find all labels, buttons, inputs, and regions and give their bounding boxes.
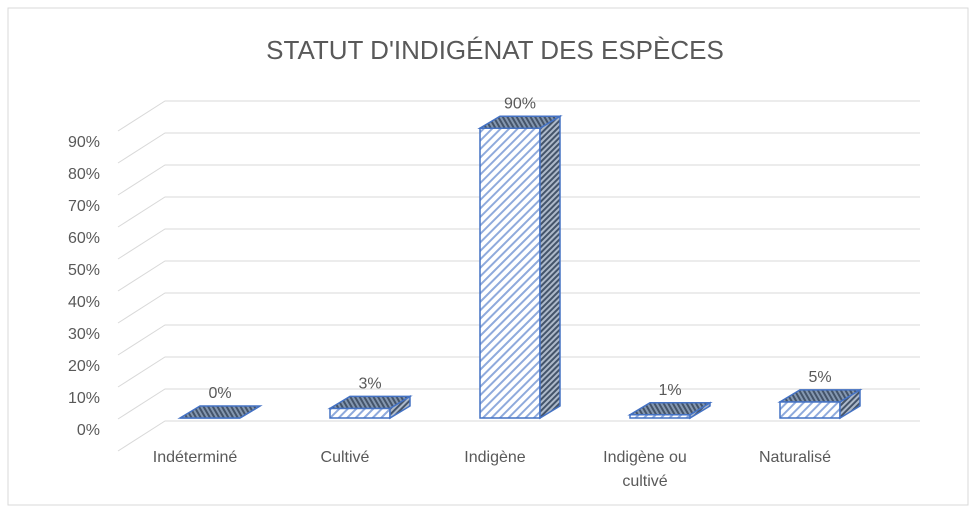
bar-face xyxy=(327,395,413,410)
bar xyxy=(477,114,563,420)
bar xyxy=(177,405,263,419)
y-tick-label: 50% xyxy=(68,262,100,279)
grid-line xyxy=(117,324,920,356)
chart-frame xyxy=(7,7,969,506)
value-label: 3% xyxy=(358,376,381,393)
value-label: 90% xyxy=(504,95,536,112)
bar-face xyxy=(539,114,561,420)
bar-face xyxy=(477,115,563,129)
y-tick-label: 20% xyxy=(68,358,100,375)
x-tick-label: Indéterminé xyxy=(152,449,238,466)
grid-line xyxy=(117,292,920,324)
x-tick-label: Indigène xyxy=(464,449,526,466)
grid-line xyxy=(117,388,920,420)
y-tick-label: 60% xyxy=(68,230,100,247)
y-tick-label: 30% xyxy=(68,326,100,343)
bar-face xyxy=(779,401,841,419)
y-tick-label: 10% xyxy=(68,390,100,407)
y-tick-label: 90% xyxy=(68,134,100,151)
value-label: 5% xyxy=(808,369,831,386)
bar-face xyxy=(329,407,391,419)
grid-line xyxy=(117,356,920,388)
bar xyxy=(627,401,713,420)
grid-line xyxy=(117,420,920,452)
y-tick-label: 40% xyxy=(68,294,100,311)
chart-title: STATUT D'INDIGÉNAT DES ESPÈCES xyxy=(266,35,724,65)
value-label: 0% xyxy=(208,385,231,402)
x-tick-label: Indigène ou cultivé xyxy=(603,449,687,490)
grid-line xyxy=(117,132,920,164)
bar-face xyxy=(777,389,863,403)
grid-line xyxy=(117,228,920,260)
bar-face xyxy=(479,127,541,419)
bar-face xyxy=(627,402,713,416)
x-tick-label: Cultivé xyxy=(320,449,370,466)
grid-line xyxy=(117,164,920,196)
bar xyxy=(777,388,863,420)
grid-line xyxy=(117,260,920,292)
y-tick-label: 70% xyxy=(68,198,100,215)
bar-face xyxy=(177,405,263,419)
x-tick-label: Naturalisé xyxy=(758,449,832,466)
value-label: 1% xyxy=(658,382,681,399)
grid-line xyxy=(117,196,920,228)
bar xyxy=(327,395,413,420)
y-tick-label: 0% xyxy=(77,422,100,439)
grid-line xyxy=(117,100,920,132)
y-tick-label: 80% xyxy=(68,166,100,183)
